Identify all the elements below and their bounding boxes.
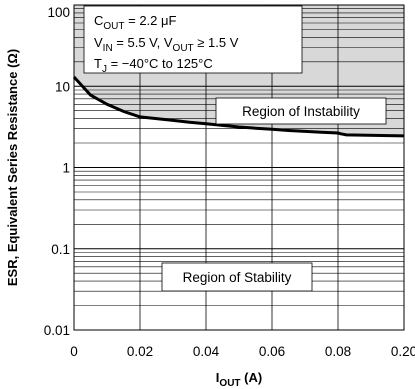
x-tick-label: 0.06 xyxy=(259,344,285,359)
condition-vin-vout: VIN = 5.5 V, VOUT ≥ 1.5 V xyxy=(94,35,239,54)
condition-tj: TJ = −40°C to 125°C xyxy=(94,56,213,75)
plot-frame xyxy=(73,4,405,331)
stability-label: Region of Stability xyxy=(183,270,292,285)
y-tick-label: 10 xyxy=(55,79,70,94)
x-tick-label: 0.02 xyxy=(127,344,153,359)
x-tick-labels: 0 0.02 0.04 0.06 0.08 0.20 xyxy=(70,344,415,359)
y-tick-label: 100 xyxy=(47,5,70,20)
y-tick-label: 0.01 xyxy=(44,323,70,338)
y-tick-label: 0.1 xyxy=(51,242,70,257)
y-tick-labels: 100 10 1 0.1 0.01 xyxy=(44,5,70,338)
x-axis-title: IOUT (A) xyxy=(216,370,262,389)
condition-cout: COUT = 2.2 μF xyxy=(94,13,176,32)
x-tick-label: 0 xyxy=(70,344,78,359)
stability-label-box xyxy=(161,262,313,292)
y-tick-label: 1 xyxy=(62,161,70,176)
instability-label-box xyxy=(215,97,387,125)
x-tick-label: 0.04 xyxy=(193,344,220,359)
x-tick-label: 0.20 xyxy=(391,344,415,359)
curve-layer xyxy=(72,75,405,138)
esr-boundary-curve xyxy=(72,75,405,138)
x-tick-label: 0.08 xyxy=(325,344,351,359)
conditions-box xyxy=(83,5,303,74)
instability-label: Region of Instability xyxy=(242,104,360,119)
y-axis-title: ESR, Equivalent Series Resistance (Ω) xyxy=(5,49,20,286)
